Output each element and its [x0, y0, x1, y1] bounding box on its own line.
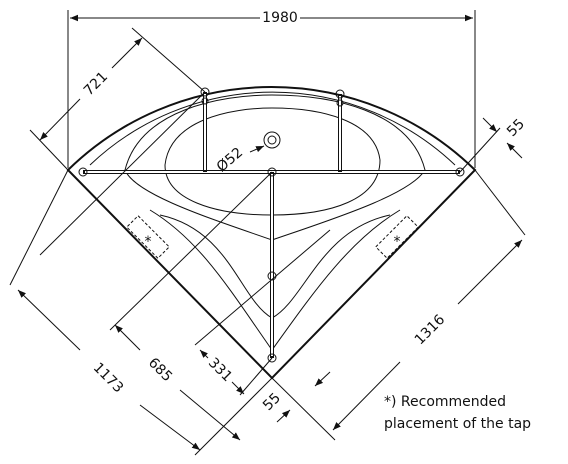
dim-label: 1173 — [90, 360, 127, 397]
dim-label: 1316 — [412, 312, 449, 349]
dim-label: 55 — [504, 116, 528, 140]
tap-mark: * — [394, 234, 401, 250]
dim-label: 1980 — [262, 10, 298, 26]
note: placement of the tap — [384, 416, 531, 432]
tap-mark: * — [145, 234, 152, 250]
note: *) Recommended — [384, 394, 506, 410]
dim-label: 685 — [145, 355, 175, 385]
dimension-lines — [9, 10, 526, 456]
dim-label: 721 — [81, 69, 111, 99]
tap-marks — [126, 215, 419, 259]
dim-label: 55 — [260, 390, 284, 414]
dim-label: 331 — [205, 355, 235, 385]
